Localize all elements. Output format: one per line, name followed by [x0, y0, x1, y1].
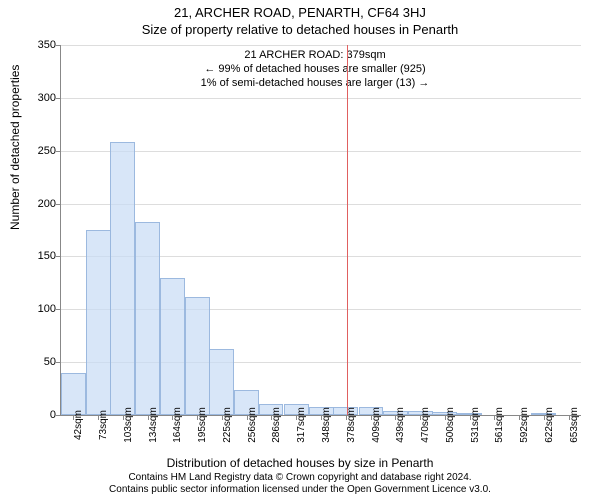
ytick-label: 300	[26, 92, 56, 104]
ytick-mark	[56, 98, 61, 99]
footer-line-2: Contains public sector information licen…	[0, 484, 600, 496]
ytick-label: 250	[26, 145, 56, 157]
address-line: 21, ARCHER ROAD, PENARTH, CF64 3HJ	[0, 5, 600, 20]
property-marker-line	[347, 45, 348, 415]
footer-line-1: Contains HM Land Registry data © Crown c…	[0, 472, 600, 484]
gridline-h	[61, 151, 581, 152]
ytick-label: 150	[26, 250, 56, 262]
histogram-bar	[86, 230, 111, 415]
y-axis-label: Number of detached properties	[8, 65, 22, 230]
ytick-mark	[56, 309, 61, 310]
histogram-bar	[135, 222, 160, 415]
plot-area: 05010015020025030035042sqm73sqm103sqm134…	[60, 45, 581, 416]
ytick-label: 0	[26, 409, 56, 421]
ytick-mark	[56, 45, 61, 46]
gridline-h	[61, 204, 581, 205]
ytick-label: 200	[26, 198, 56, 210]
ytick-label: 350	[26, 39, 56, 51]
histogram-bar	[110, 142, 135, 415]
ytick-label: 50	[26, 356, 56, 368]
gridline-h	[61, 45, 581, 46]
histogram-bar	[185, 297, 210, 415]
chart-title: Size of property relative to detached ho…	[0, 22, 600, 37]
ytick-mark	[56, 151, 61, 152]
ytick-mark	[56, 256, 61, 257]
footer-attribution: Contains HM Land Registry data © Crown c…	[0, 472, 600, 496]
histogram-bar	[160, 278, 185, 415]
x-axis-label: Distribution of detached houses by size …	[0, 456, 600, 470]
ytick-mark	[56, 362, 61, 363]
ytick-mark	[56, 204, 61, 205]
ytick-mark	[56, 415, 61, 416]
chart-container: { "chart": { "type": "histogram", "addre…	[0, 0, 600, 500]
histogram-bar	[61, 373, 86, 415]
ytick-label: 100	[26, 303, 56, 315]
gridline-h	[61, 98, 581, 99]
histogram-bar	[209, 349, 234, 415]
